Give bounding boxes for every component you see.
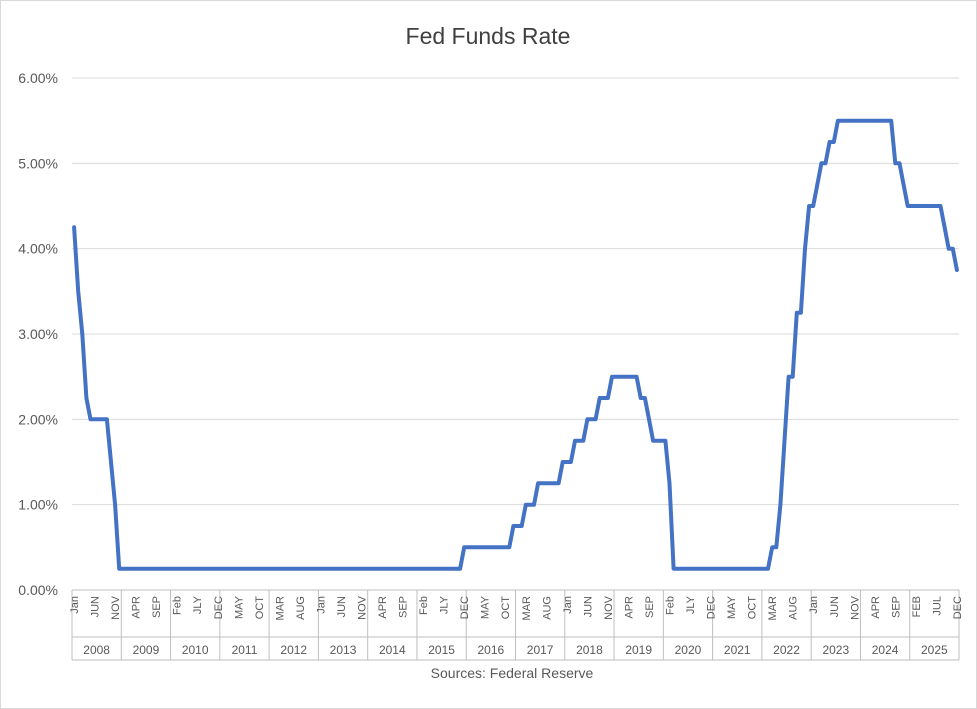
year-label-2017: 2017	[527, 643, 554, 657]
y-tick-label: 5.00%	[18, 155, 58, 171]
year-label-2021: 2021	[724, 643, 751, 657]
x-tick-label: APR	[131, 596, 143, 619]
year-label-2008: 2008	[83, 643, 110, 657]
x-tick-label: JUN	[90, 596, 102, 617]
x-tick-label: Jan	[808, 596, 820, 614]
year-label-2012: 2012	[280, 643, 307, 657]
x-tick-label: MAY	[480, 595, 492, 619]
x-tick-label: Jan	[69, 596, 81, 614]
year-label-2016: 2016	[478, 643, 505, 657]
x-tick-label: NOV	[357, 595, 369, 620]
x-tick-label: MAR	[767, 596, 779, 621]
year-label-2025: 2025	[921, 643, 948, 657]
x-tick-label: AUG	[788, 596, 800, 620]
x-tick-label: SEP	[890, 596, 902, 618]
year-label-2011: 2011	[232, 643, 258, 657]
year-label-2024: 2024	[872, 643, 899, 657]
x-axis: 2008 2009 2010 2011 2012 2013 2014 2015 2016 2017…	[69, 590, 964, 661]
x-tick-label: Jan	[562, 596, 574, 614]
x-tick-label: JUN	[582, 596, 594, 617]
x-tick-label: MAY	[726, 595, 738, 619]
year-label-2010: 2010	[182, 643, 209, 657]
chart-title: Fed Funds Rate	[406, 23, 571, 49]
year-label-2023: 2023	[822, 643, 849, 657]
x-tick-label: SEP	[151, 596, 163, 618]
y-tick-label: 1.00%	[18, 497, 58, 513]
x-tick-label: Feb	[664, 596, 676, 615]
y-tick-label: 4.00%	[18, 241, 58, 257]
x-tick-label: DEC	[952, 596, 964, 619]
x-tick-label: OCT	[500, 596, 512, 620]
x-tick-label: AUG	[541, 596, 553, 620]
series-line-fed-funds-rate	[72, 118, 959, 571]
x-tick-label: JLY	[192, 595, 204, 614]
x-tick-label: JLY	[439, 595, 451, 614]
x-tick-label: NOV	[849, 595, 861, 620]
x-tick-label: OCT	[747, 596, 759, 620]
x-tick-label: DEC	[213, 596, 225, 619]
year-label-2022: 2022	[773, 643, 800, 657]
year-label-2013: 2013	[330, 643, 357, 657]
series-layer	[72, 118, 959, 571]
x-tick-label: Feb	[418, 596, 430, 615]
x-tick-label: JUN	[336, 596, 348, 617]
x-tick-label: APR	[623, 596, 635, 619]
x-tick-label: APR	[377, 596, 389, 619]
x-tick-label: MAR	[521, 596, 533, 621]
x-tick-label: SEP	[644, 596, 656, 618]
x-tick-label: DEC	[706, 596, 718, 619]
x-tick-label: DEC	[459, 596, 471, 619]
x-tick-label: AUG	[295, 596, 307, 620]
x-tick-label: MAR	[274, 596, 286, 621]
x-tick-label: SEP	[398, 596, 410, 618]
year-label-2015: 2015	[428, 643, 455, 657]
source-note: Sources: Federal Reserve	[431, 665, 594, 681]
year-label-2018: 2018	[576, 643, 603, 657]
y-tick-label: 3.00%	[18, 326, 58, 342]
year-label-2019: 2019	[625, 643, 652, 657]
year-label-2014: 2014	[379, 643, 406, 657]
x-tick-label: NOV	[603, 595, 615, 620]
x-tick-label: MAY	[233, 595, 245, 619]
y-tick-label: 0.00%	[18, 582, 58, 598]
x-tick-label: Feb	[172, 596, 184, 615]
x-tick-label: NOV	[110, 595, 122, 620]
x-tick-label: JUL	[931, 596, 943, 616]
y-axis-tick-labels: 0.00% 1.00% 2.00% 3.00% 4.00% 5.00% 6.00%	[18, 70, 58, 598]
x-tick-label: JUN	[829, 596, 841, 617]
x-tick-label: JLY	[685, 595, 697, 614]
year-label-2009: 2009	[133, 643, 160, 657]
x-tick-label: Jan	[315, 596, 327, 614]
y-tick-label: 6.00%	[18, 70, 58, 86]
y-tick-label: 2.00%	[18, 411, 58, 427]
x-tick-label: APR	[870, 596, 882, 619]
x-tick-label: OCT	[254, 596, 266, 620]
year-label-2020: 2020	[675, 643, 702, 657]
x-tick-label: FEB	[911, 596, 923, 617]
